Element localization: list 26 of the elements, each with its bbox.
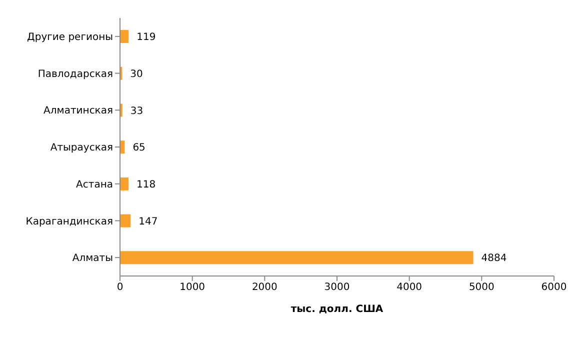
x-tick-label: 5000 [468,282,494,294]
bar [120,177,129,190]
data-label: 30 [130,68,143,80]
x-tick-label: 4000 [396,282,422,294]
bar [120,30,129,43]
y-tick-label: Алматы [72,253,114,264]
x-tick-label: 2000 [252,282,278,294]
y-tick-label: Другие регионы [27,32,114,43]
data-label: 119 [136,32,156,44]
bar [120,251,474,264]
y-tick-label: Астана [76,179,113,190]
y-tick-label: Атырауская [50,142,113,154]
data-label: 4884 [481,253,507,264]
x-tick-label: 1000 [180,282,206,294]
data-label: 147 [138,216,158,228]
y-tick-label: Карагандинская [26,216,113,228]
data-label: 118 [136,179,156,190]
y-tick-label: Павлодарская [38,68,113,80]
bar [120,214,131,228]
y-tick-label: Алматинская [44,106,113,117]
x-tick-label: 0 [116,282,124,294]
data-label: 65 [132,142,146,154]
data-label: 33 [130,106,144,117]
x-tick-label: 6000 [541,282,567,294]
x-tick-label: 3000 [324,282,350,294]
x-axis-title: тыс. долл. США [290,304,384,315]
